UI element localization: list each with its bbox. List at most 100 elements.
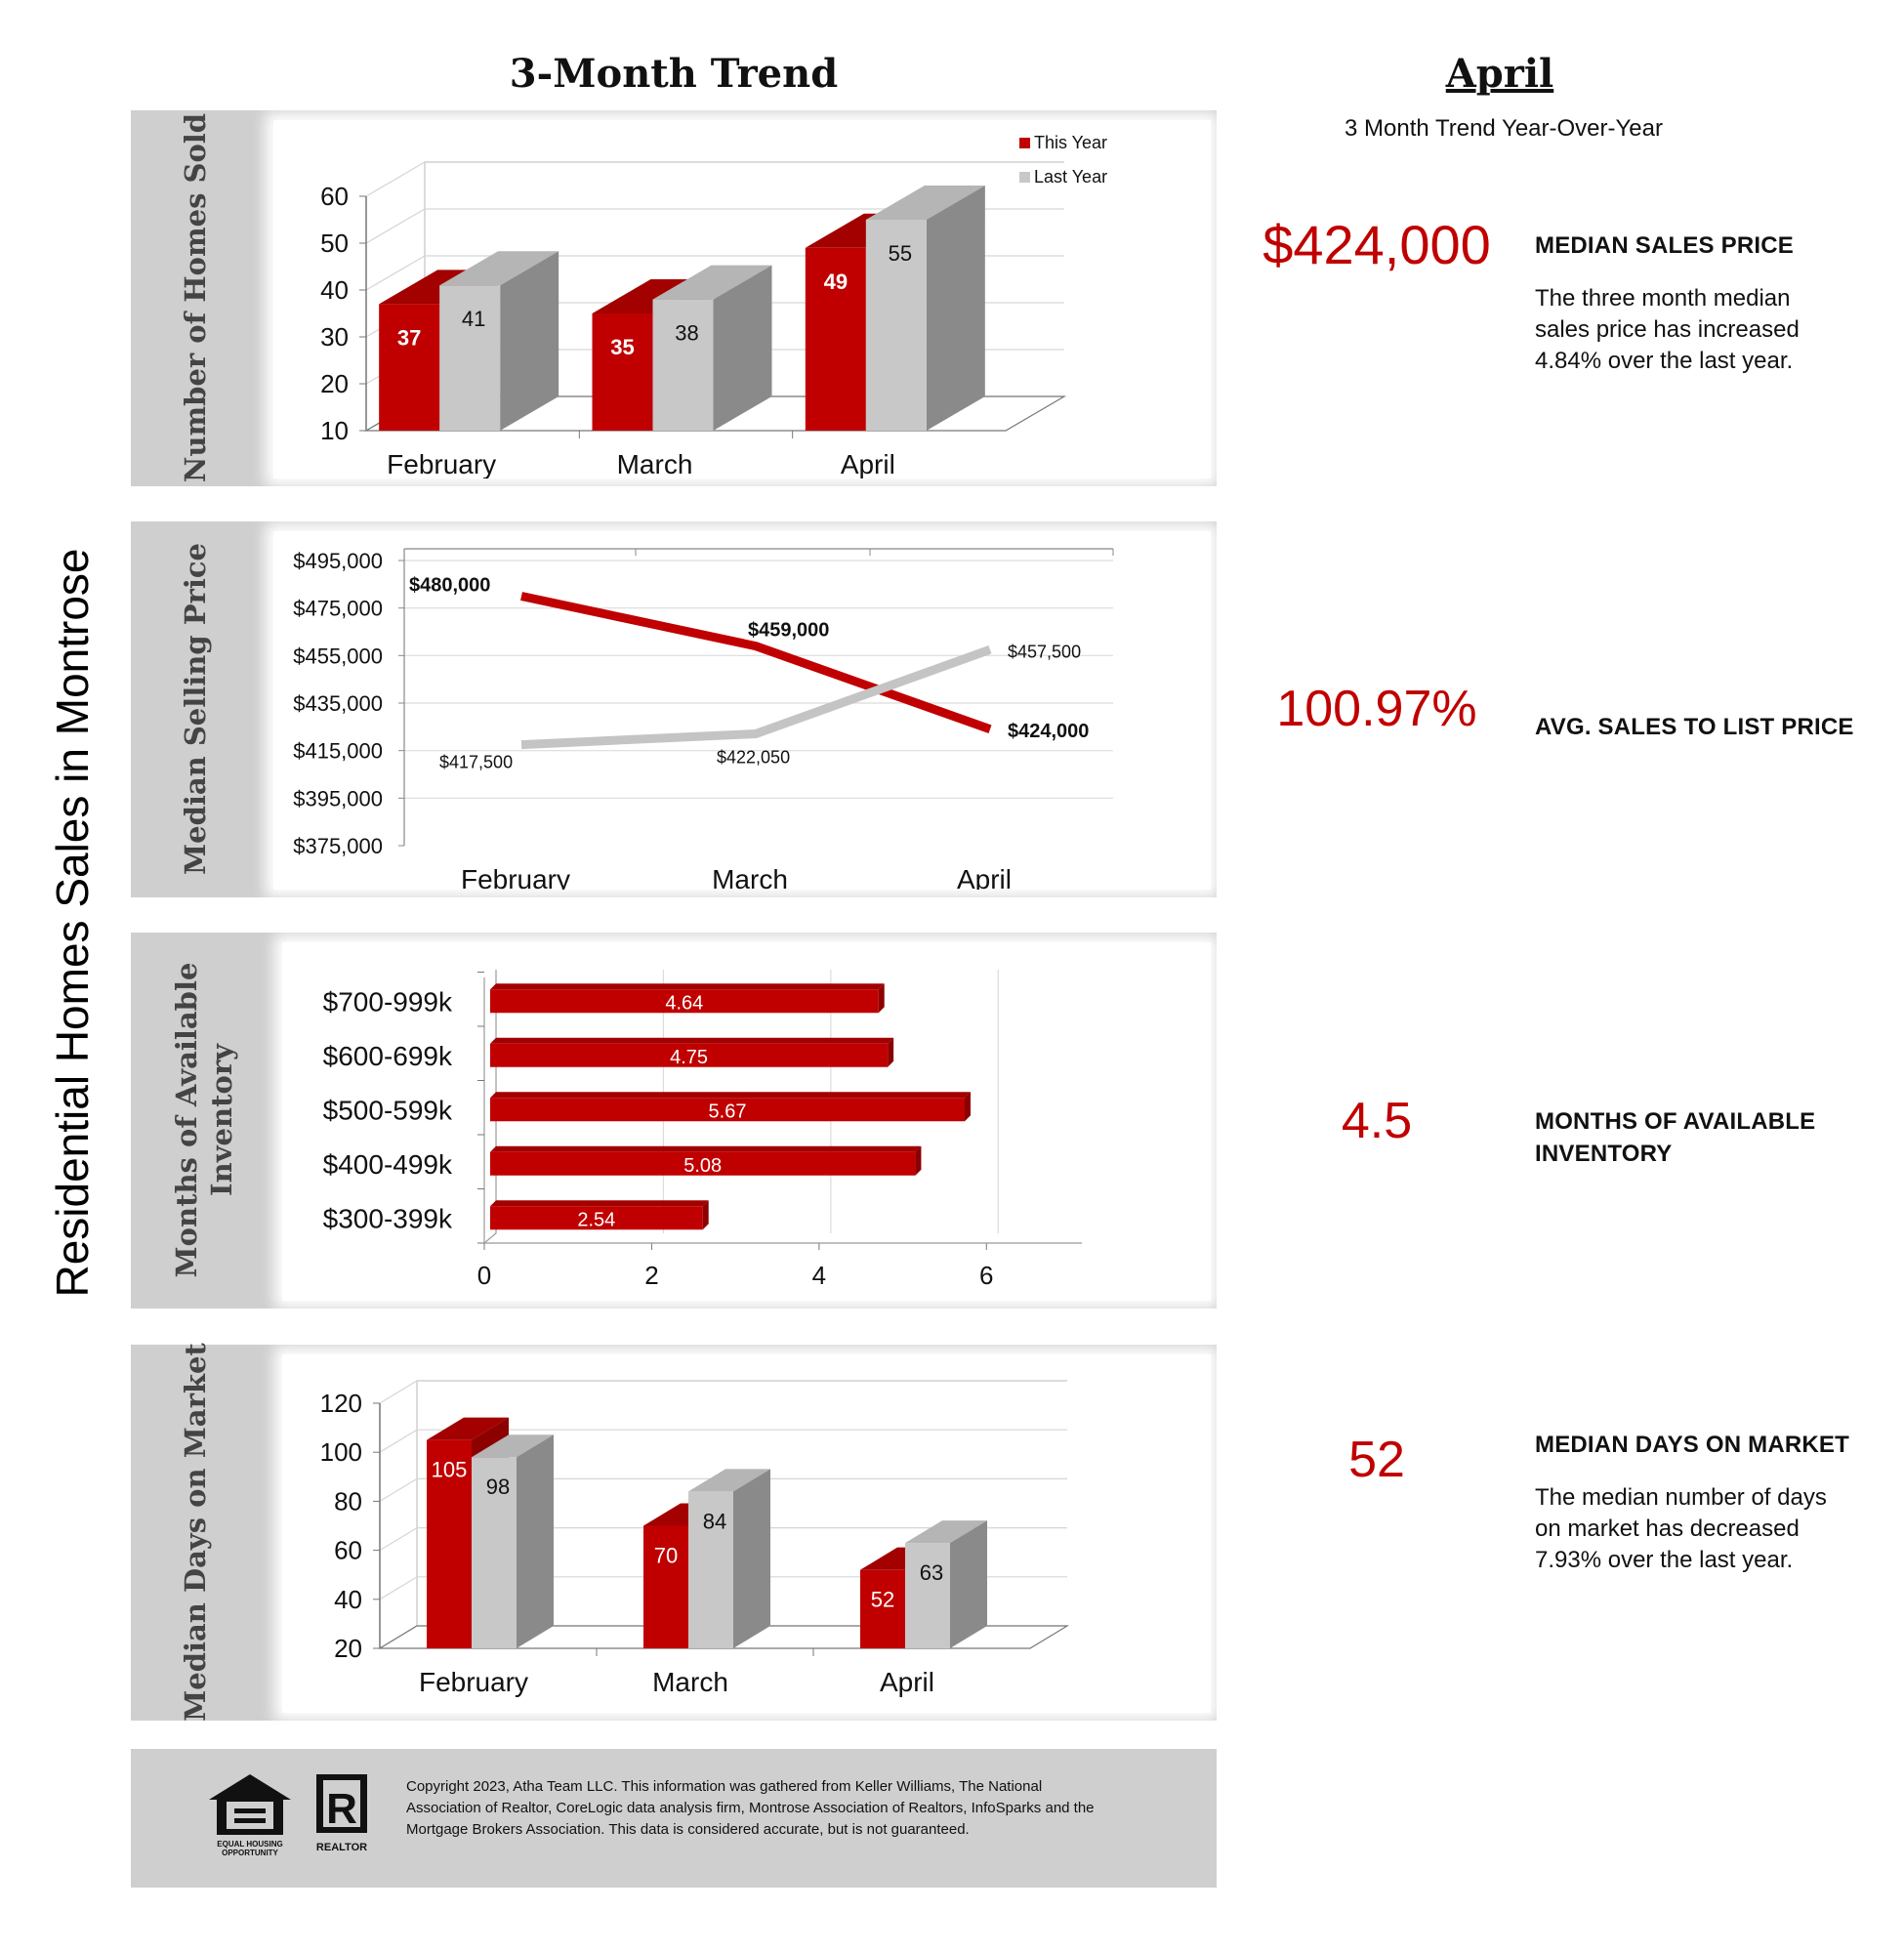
inventory-axis-label: Months of Available Inventory	[169, 962, 238, 1278]
this-year-label: $480,000	[409, 575, 490, 597]
x-tick-label: 2	[644, 1261, 658, 1290]
y-tick-label: 100	[320, 1437, 362, 1467]
x-tick-label: March	[617, 449, 693, 478]
this-year-label: 52	[871, 1588, 894, 1612]
x-tick-label: March	[712, 864, 788, 890]
last-year-bar-top	[688, 1469, 770, 1492]
x-tick-label: 0	[477, 1261, 491, 1290]
last-year-bar-side	[733, 1469, 770, 1648]
inventory-bar	[490, 1151, 916, 1176]
y-tick-label: 120	[320, 1389, 362, 1418]
side-title: Residential Homes Sales in Montrose	[47, 548, 98, 1298]
inventory-bar	[490, 1098, 965, 1122]
homes-sold-chart: 10 20 30 40 50 60 February 37 41 March 35 38 April 49…	[320, 133, 1107, 479]
inventory-bar-side	[888, 1037, 894, 1067]
desc-line: The median number of days	[1535, 1484, 1827, 1511]
last-year-line	[520, 645, 992, 750]
last-year-bar-side	[713, 265, 772, 431]
eho-text-2: OPPORTUNITY	[222, 1849, 278, 1857]
legend-this-year-label: This Year	[1034, 133, 1107, 152]
this-year-bar	[805, 247, 866, 431]
last-year-label: 63	[920, 1560, 943, 1585]
last-year-bar	[905, 1543, 950, 1648]
this-year-label: 49	[824, 270, 848, 294]
gridline	[379, 1527, 1067, 1552]
median-price-panel: Median Selling Price $375,000 $395,000 $41…	[131, 521, 1217, 897]
this-year-label: 70	[654, 1544, 678, 1568]
this-year-bar	[379, 304, 440, 431]
last-year-label: $457,500	[1008, 642, 1081, 661]
days-label: MEDIAN DAYS ON MARKET	[1535, 1432, 1850, 1458]
realtor-text: REALTOR	[316, 1842, 367, 1853]
last-year-bar-top	[905, 1520, 987, 1544]
copyright-text: Copyright 2023, Atha Team LLC. This info…	[406, 1776, 1207, 1841]
last-year-bar	[652, 299, 714, 431]
y-tick-label: 20	[334, 1634, 362, 1663]
days-desc: The median number of days on market has …	[1535, 1482, 1827, 1576]
median-price-chart: $375,000 $395,000 $415,000 $435,000 $455,000…	[293, 548, 1114, 894]
y-tick-label: 50	[320, 229, 349, 258]
legend-this-year-swatch	[1019, 138, 1030, 148]
sales-to-list-value: 100.97%	[1276, 681, 1477, 737]
days-chart: 20 40 60 80 100 120 February 105 98 March 70 84 Apri…	[320, 1380, 1070, 1697]
month-subtitle: 3 Month Trend Year-Over-Year	[1345, 115, 1663, 142]
this-year-line	[520, 592, 992, 734]
inventory-bar-side	[965, 1092, 971, 1122]
gridline	[379, 1576, 1067, 1600]
x-tick-label: 4	[812, 1261, 826, 1290]
inventory-bar-side	[915, 1145, 922, 1176]
y-tick-label: $600-699k	[323, 1041, 453, 1071]
gridline	[379, 1429, 1067, 1453]
inventory-bar-top	[490, 1037, 894, 1044]
this-year-bar	[427, 1439, 472, 1648]
this-year-label: 37	[397, 325, 421, 350]
last-year-bar-side	[517, 1434, 554, 1648]
y-tick-label: $435,000	[293, 691, 383, 716]
inventory-bar-top	[490, 983, 885, 990]
last-year-bar-top	[865, 186, 985, 220]
x-tick-label: February	[419, 1667, 528, 1697]
inventory-panel: Months of Available Inventory 0 2 4 6 2.54 $3…	[131, 933, 1217, 1309]
y-tick-label: 80	[334, 1486, 362, 1516]
this-year-bar	[860, 1569, 905, 1648]
homes-sold-panel: Number of Homes Sold 10 20 30 40 50 60 Februar…	[131, 110, 1217, 486]
copyright-line: Copyright 2023, Atha Team LLC. This info…	[406, 1778, 1043, 1795]
last-year-label: 38	[675, 321, 698, 346]
last-year-bar	[472, 1457, 517, 1648]
this-year-bar-top	[427, 1417, 509, 1440]
y-tick-label: 60	[334, 1536, 362, 1565]
last-year-bar	[439, 285, 501, 431]
median-price-label: MEDIAN SALES PRICE	[1535, 232, 1794, 259]
desc-line: 7.93% over the last year.	[1535, 1547, 1794, 1573]
inventory-bar-side	[878, 983, 885, 1014]
this-year-label: $459,000	[748, 620, 829, 642]
this-year-label: 105	[432, 1458, 468, 1482]
footer: EQUAL HOUSING OPPORTUNITY R REALTOR Copy…	[131, 1749, 1217, 1888]
days-panel: Median Days on Market 20 40 60 80 100 120 Febr…	[131, 1343, 1217, 1722]
last-year-label: 41	[462, 307, 485, 331]
y-tick-label: $375,000	[293, 834, 383, 858]
inventory-bar-label: 5.08	[683, 1155, 722, 1177]
y-tick-label: $300-399k	[323, 1203, 453, 1233]
homes-sold-axis-label: Number of Homes Sold	[178, 112, 212, 483]
legend-last-year-label: Last Year	[1034, 167, 1107, 187]
last-year-bar-top	[652, 265, 772, 300]
last-year-label: 55	[889, 241, 912, 266]
desc-line: 4.84% over the last year.	[1535, 348, 1794, 374]
gridline	[379, 1380, 1067, 1404]
svg-text:R: R	[326, 1785, 357, 1833]
month-title: April	[1445, 51, 1554, 97]
gridline	[379, 1477, 1067, 1502]
sales-to-list-label: AVG. SALES TO LIST PRICE	[1535, 714, 1854, 740]
realtor-logo-icon: R REALTOR	[316, 1774, 367, 1853]
median-price-desc: The three month median sales price has i…	[1535, 283, 1800, 377]
gridline	[365, 161, 1064, 197]
y-tick-label: 30	[320, 322, 349, 352]
inventory-bar-top	[490, 1200, 709, 1207]
y-tick-label: $495,000	[293, 549, 383, 573]
median-price-value: $424,000	[1262, 214, 1491, 275]
y-tick-label: $475,000	[293, 597, 383, 621]
desc-line: on market has decreased	[1535, 1516, 1800, 1542]
last-year-bar-top	[472, 1434, 554, 1458]
days-value: 52	[1348, 1432, 1405, 1488]
